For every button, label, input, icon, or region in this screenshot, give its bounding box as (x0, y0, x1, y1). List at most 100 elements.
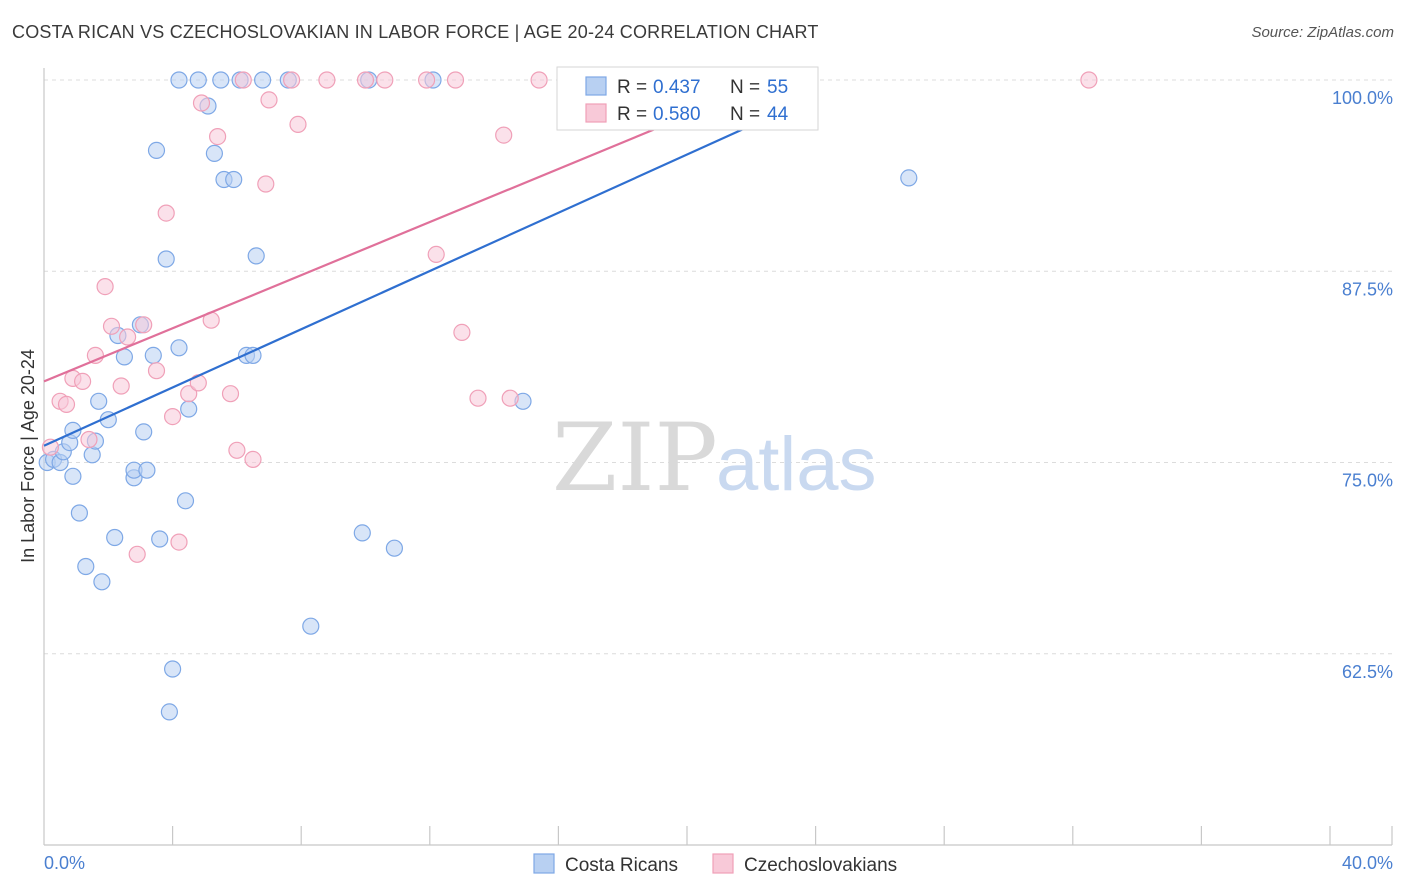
scatter-point (118, 328, 137, 346)
bottom-legend-swatch-costa-ricans (533, 853, 555, 874)
scatter-point (135, 316, 153, 334)
scatter-point (135, 423, 153, 441)
source-label: Source: ZipAtlas.com (1251, 24, 1394, 41)
scatter-point (260, 91, 278, 109)
scatter-point (102, 317, 121, 335)
scatter-point (57, 395, 76, 413)
scatter-point (418, 71, 436, 89)
x-tick-label-max: 40.0% (1342, 853, 1393, 873)
scatter-point (495, 126, 513, 144)
x-axis-ticks (172, 826, 1393, 845)
scatter-point (427, 245, 445, 263)
y-tick-label: 100.0% (1332, 88, 1393, 108)
scatter-point (128, 545, 146, 563)
scatter-point (469, 389, 487, 407)
scatter-point (1080, 71, 1098, 89)
scatter-point (138, 461, 156, 479)
trend-line (43, 115, 772, 447)
scatter-point (234, 71, 252, 89)
scatter-point (157, 204, 175, 222)
scatter-point (106, 528, 124, 547)
y-tick-label: 75.0% (1342, 471, 1393, 491)
legend-n-value-1: 44 (767, 104, 789, 125)
bottom-legend-swatch-czechoslovakians (712, 853, 734, 874)
scatter-point (70, 504, 89, 522)
scatter-point (90, 392, 108, 410)
scatter-point (530, 71, 548, 89)
scatter-point (385, 539, 403, 557)
watermark-zip: ZIP (552, 404, 718, 513)
scatter-point (221, 385, 240, 403)
scatter-point (225, 170, 243, 189)
scatter-point (257, 175, 275, 193)
chart-title: COSTA RICAN VS CZECHOSLOVAKIAN IN LABOR … (12, 22, 819, 42)
scatter-point (160, 703, 178, 721)
scatter-point (228, 441, 246, 459)
legend-r-label-1: R = (617, 104, 647, 125)
scatter-point (244, 450, 262, 468)
series-legend: Costa Ricans Czechoslovakians (533, 853, 897, 876)
legend-swatch-costa-ricans (585, 76, 607, 96)
x-tick-label-min: 0.0% (44, 853, 85, 873)
y-axis-label: In Labor Force | Age 20-24 (18, 349, 38, 563)
scatter-point (93, 573, 111, 591)
scatter-point (353, 524, 371, 542)
grid-lines (44, 79, 1392, 655)
scatter-point (446, 71, 465, 89)
scatter-point (157, 250, 175, 268)
scatter-point (73, 372, 92, 390)
scatter-point (205, 144, 223, 162)
scatter-point (164, 408, 182, 426)
scatter-point (164, 660, 182, 678)
scatter-point (112, 377, 130, 395)
trend-lines (43, 78, 775, 447)
scatter-point (41, 438, 60, 456)
scatter-point (212, 71, 230, 89)
stats-legend: R = 0.437 N = 55 R = 0.580 N = 44 (556, 66, 819, 131)
scatter-point (283, 71, 301, 89)
scatter-point (192, 94, 211, 112)
scatter-point (77, 557, 95, 576)
scatter-point (180, 400, 198, 418)
legend-r-value-1: 0.580 (653, 104, 701, 125)
scatter-point (318, 71, 336, 89)
scatter-point (170, 71, 188, 89)
scatter-point (147, 141, 166, 159)
scatter-point (356, 71, 375, 89)
legend-r-value-0: 0.437 (653, 77, 701, 98)
scatter-point (170, 339, 188, 357)
scatter-point (900, 169, 918, 187)
scatter-point (453, 323, 471, 341)
bottom-legend-label-czechoslovakians: Czechoslovakians (744, 855, 897, 876)
legend-r-label-0: R = (617, 77, 647, 98)
y-tick-label: 62.5% (1342, 662, 1393, 682)
scatter-point (176, 492, 195, 510)
scatter-point (80, 430, 98, 449)
scatter-point (147, 362, 166, 380)
scatter-point (302, 617, 320, 635)
scatter-point (170, 533, 188, 551)
scatter-point (376, 71, 394, 89)
bottom-legend-label-costa-ricans: Costa Ricans (565, 855, 678, 876)
scatter-point (180, 385, 198, 403)
scatter-point (209, 128, 227, 146)
scatter-point (96, 278, 114, 296)
scatter-point (247, 247, 265, 265)
scatter-point (151, 530, 169, 548)
scatter-point (64, 467, 82, 485)
scatter-point (254, 71, 272, 89)
legend-n-value-0: 55 (767, 77, 788, 98)
legend-n-label-0: N = (730, 77, 760, 98)
scatter-point (289, 115, 307, 134)
y-axis-tick-labels: 62.5% 75.0% 87.5% 100.0% (1332, 88, 1393, 682)
watermark: ZIP atlas (552, 404, 877, 513)
watermark-atlas: atlas (716, 422, 877, 507)
y-tick-label: 87.5% (1342, 279, 1393, 299)
scatter-point (244, 346, 262, 364)
legend-swatch-czechoslovakians (585, 103, 607, 123)
scatter-point (501, 389, 519, 407)
legend-n-label-1: N = (730, 104, 760, 125)
scatter-point (189, 71, 207, 89)
scatter-point (144, 346, 162, 364)
